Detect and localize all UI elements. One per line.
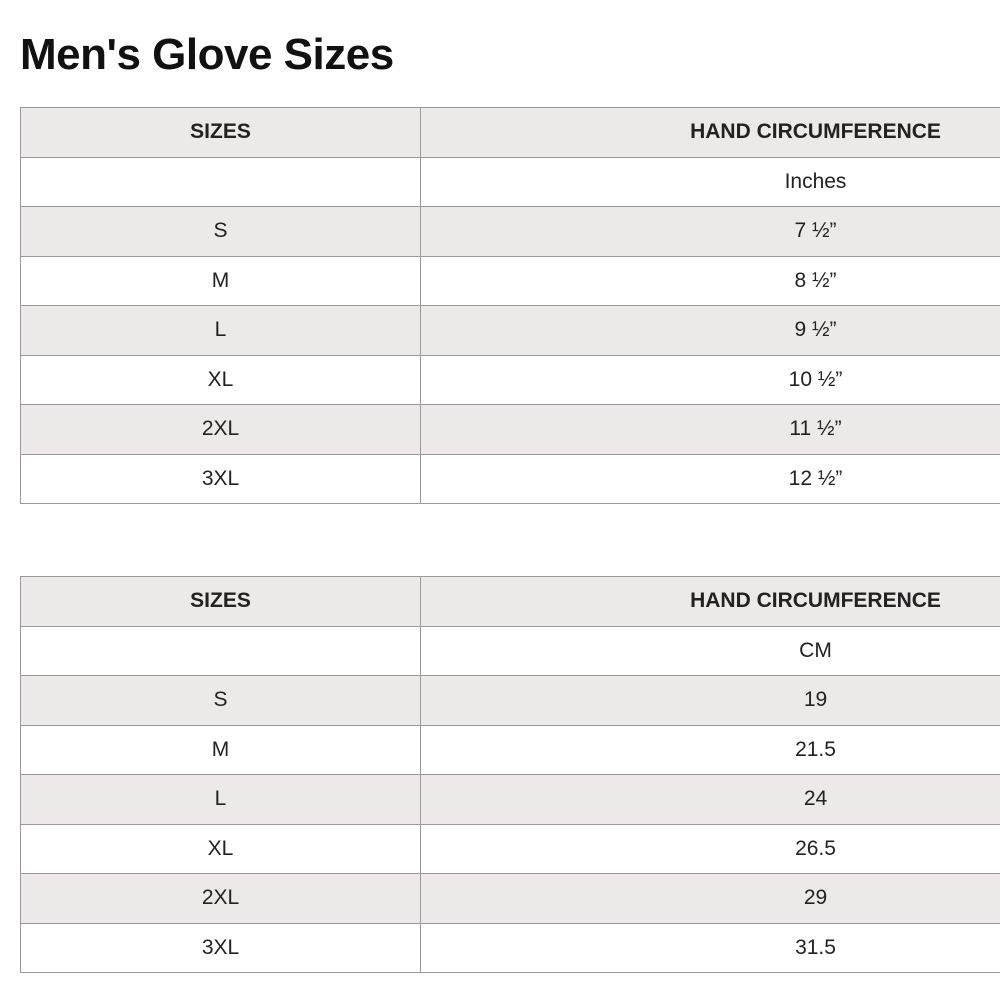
measure-cell: 21.5 (420, 724, 1000, 775)
header-cell: SIZES (20, 576, 421, 627)
size-row: 3XL 12 ½” (20, 453, 1000, 504)
measure-cell: 11 ½” (420, 404, 1000, 455)
size-table: SIZES HAND CIRCUMFERENCE CM S 19 M 21.5 L 24 XL 26… (20, 576, 1000, 973)
size-cell: 3XL (20, 453, 421, 504)
size-row: L 24 (20, 774, 1000, 825)
unit-cell: CM (420, 625, 1000, 676)
measure-cell: 29 (420, 873, 1000, 924)
size-row: XL 26.5 (20, 823, 1000, 874)
size-cell: 2XL (20, 404, 421, 455)
size-cell: M (20, 255, 421, 306)
unit-row: CM (20, 625, 1000, 676)
measure-cell: 19 (420, 675, 1000, 726)
size-cell: 3XL (20, 922, 421, 973)
header-row: SIZES HAND CIRCUMFERENCE (20, 576, 1000, 627)
unit-row: Inches (20, 156, 1000, 207)
measure-cell: 9 ½” (420, 305, 1000, 356)
size-cell: S (20, 675, 421, 726)
unit-cell: Inches (420, 156, 1000, 207)
measure-cell: 7 ½” (420, 206, 1000, 257)
measure-cell: 26.5 (420, 823, 1000, 874)
header-row: SIZES HAND CIRCUMFERENCE (20, 107, 1000, 158)
size-row: 2XL 11 ½” (20, 404, 1000, 455)
table-body: SIZES HAND CIRCUMFERENCE CM S 19 M 21.5 L 24 XL 26… (20, 576, 1000, 973)
empty-cell (20, 156, 421, 207)
size-row: 2XL 29 (20, 873, 1000, 924)
measure-cell: 24 (420, 774, 1000, 825)
size-table: SIZES HAND CIRCUMFERENCE Inches S 7 ½” M 8 ½” L… (20, 107, 1000, 504)
page-title: Men's Glove Sizes (20, 30, 394, 79)
size-cell: M (20, 724, 421, 775)
size-cell: L (20, 305, 421, 356)
measure-cell: 8 ½” (420, 255, 1000, 306)
table-body: SIZES HAND CIRCUMFERENCE Inches S 7 ½” M 8 ½” L… (20, 107, 1000, 504)
size-cell: XL (20, 354, 421, 405)
measure-cell: 10 ½” (420, 354, 1000, 405)
measure-cell: 12 ½” (420, 453, 1000, 504)
size-cell: XL (20, 823, 421, 874)
measure-cell: 31.5 (420, 922, 1000, 973)
size-cell: S (20, 206, 421, 257)
size-cell: L (20, 774, 421, 825)
size-row: XL 10 ½” (20, 354, 1000, 405)
size-row: M 21.5 (20, 724, 1000, 775)
size-row: 3XL 31.5 (20, 922, 1000, 973)
empty-cell (20, 625, 421, 676)
header-cell: SIZES (20, 107, 421, 158)
size-row: S 19 (20, 675, 1000, 726)
header-cell: HAND CIRCUMFERENCE (420, 107, 1000, 158)
size-cell: 2XL (20, 873, 421, 924)
header-cell: HAND CIRCUMFERENCE (420, 576, 1000, 627)
